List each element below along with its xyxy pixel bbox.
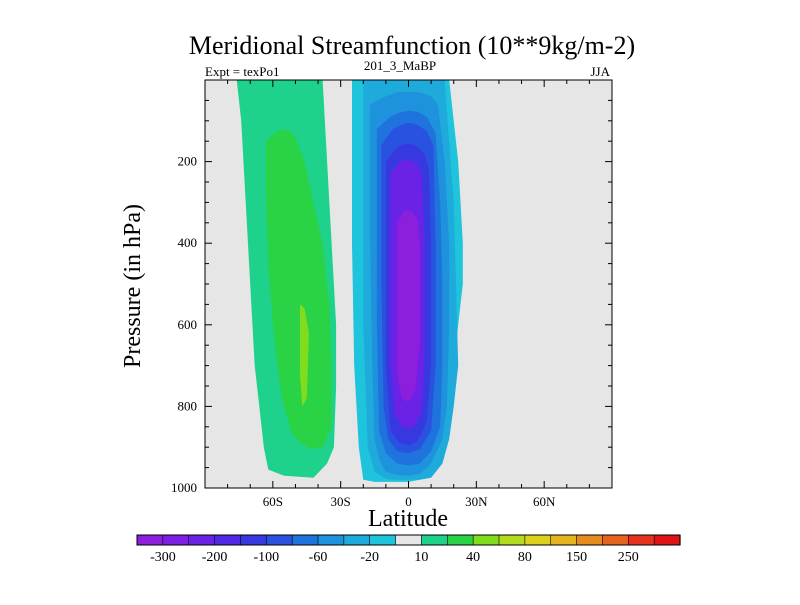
colorbar-label: -300 <box>150 550 176 565</box>
colorbar-swatch <box>524 534 552 546</box>
colorbar-swatch <box>265 534 293 546</box>
colorbar-label: -20 <box>360 550 379 565</box>
x-tick-label: 30N <box>465 494 488 509</box>
colorbar-swatch <box>472 534 500 546</box>
colorbar-swatch <box>498 534 526 546</box>
colorbar-swatch <box>421 534 448 546</box>
y-tick-label: 1000 <box>171 480 197 495</box>
colorbar-swatch <box>576 534 604 546</box>
chart-title: Meridional Streamfunction (10**9kg/m-2) <box>189 31 635 60</box>
colorbar-label: 80 <box>518 550 532 565</box>
x-tick-label: 60N <box>533 494 556 509</box>
colorbar-swatch <box>317 534 345 546</box>
colorbar-swatch <box>446 534 474 546</box>
colorbar-swatch <box>214 534 242 546</box>
colorbar-label: -60 <box>309 550 328 565</box>
colorbar-swatch <box>369 534 397 546</box>
x-tick-label: 30S <box>331 494 351 509</box>
plot-area: 60S 30S 0 30N 60N 200 400 600 800 1000 <box>171 79 613 509</box>
colorbar-label: 10 <box>414 550 428 565</box>
run-label: 201_3_MaBP <box>364 58 436 73</box>
y-tick-label: 400 <box>178 235 198 250</box>
contour-region-positive-cell-80 <box>300 304 309 407</box>
colorbar-swatch <box>343 534 371 546</box>
colorbar-label: -100 <box>253 550 279 565</box>
colorbar-swatch <box>550 534 578 546</box>
experiment-label: Expt = texPo1 <box>205 64 280 79</box>
colorbar-swatch <box>395 534 423 546</box>
colorbar-swatch <box>162 534 190 546</box>
x-tick-label: 60S <box>263 494 283 509</box>
colorbar-swatch <box>136 534 164 546</box>
colorbar-swatch <box>602 534 629 546</box>
x-tick-label: 0 <box>405 494 412 509</box>
y-tick-label: 600 <box>178 317 198 332</box>
colorbar-label: 150 <box>566 550 587 565</box>
colorbar-swatch <box>291 534 319 546</box>
colorbar-frame <box>136 534 681 546</box>
colorbar-label: -200 <box>202 550 228 565</box>
colorbar: -300 -200 -100 -60 -20 10 40 80 150 250 <box>136 534 681 565</box>
y-tick-label: 800 <box>178 398 198 413</box>
contour-region-positive-cell-40 <box>266 129 332 450</box>
colorbar-swatch <box>653 534 681 546</box>
colorbar-label: 250 <box>618 550 639 565</box>
colorbar-label: 40 <box>466 550 480 565</box>
colorbar-swatch <box>240 534 267 546</box>
x-axis-label: Latitude <box>368 506 448 532</box>
colorbar-swatch <box>188 534 216 546</box>
contour-region-negative-cell-core <box>397 210 420 403</box>
y-axis-label: Pressure (in hPa) <box>120 204 146 368</box>
season-label: JJA <box>590 64 610 79</box>
y-tick-label: 200 <box>178 154 198 169</box>
colorbar-swatch <box>627 534 655 546</box>
